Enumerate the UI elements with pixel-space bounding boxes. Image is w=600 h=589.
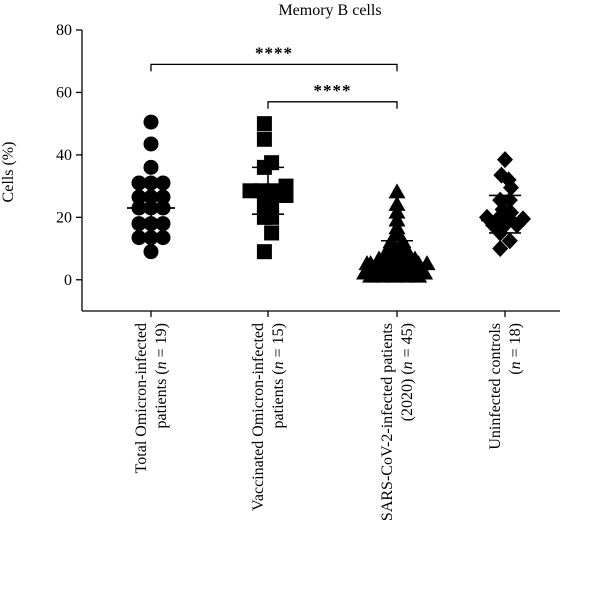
data-point-triangle xyxy=(388,195,406,211)
data-point-diamond xyxy=(503,179,519,197)
significance-label: **** xyxy=(255,43,293,62)
data-point-square xyxy=(256,131,272,147)
data-point-circle xyxy=(143,230,159,246)
x-category-n-value: = 18) xyxy=(507,323,524,361)
median-iqr-bars xyxy=(127,166,529,269)
data-point-circle xyxy=(131,175,147,191)
data-point-square xyxy=(278,187,294,203)
data-point-square xyxy=(264,209,280,225)
x-category-n-symbol: n xyxy=(507,361,524,369)
x-category-line2: patients (n = 15) xyxy=(270,323,287,428)
significance-label: **** xyxy=(314,81,352,100)
y-axis-label: Cells (%) xyxy=(0,142,17,203)
data-point-diamond xyxy=(501,232,518,250)
x-category-n-symbol: n xyxy=(153,361,170,369)
data-point-square xyxy=(256,116,272,132)
x-category-n-prefix: patients ( xyxy=(153,369,170,428)
data-point-triangle xyxy=(398,267,416,283)
x-category-line2: (n = 18) xyxy=(507,323,524,375)
x-category-n-prefix: patients ( xyxy=(270,369,287,428)
x-category-line1: Uninfected controls xyxy=(487,323,504,450)
x-category-line2: patients (n = 19) xyxy=(153,323,170,428)
y-tick-label: 80 xyxy=(56,22,72,39)
significance-bracket xyxy=(267,101,398,109)
significance-bracket xyxy=(150,63,398,72)
axes xyxy=(81,30,560,317)
y-tick-label: 0 xyxy=(64,272,72,289)
x-category-label: Uninfected controls (n = 18) xyxy=(487,323,524,450)
data-point-diamond xyxy=(492,240,509,258)
data-point-circle xyxy=(143,136,159,152)
x-category-label: Total Omicron-infected patients (n = 19) xyxy=(133,323,170,473)
data-point-triangle xyxy=(418,255,436,271)
x-category-n-symbol: n xyxy=(399,361,416,369)
data-point-circle xyxy=(143,114,159,130)
data-point-square xyxy=(264,225,280,241)
x-category-line1: SARS-CoV-2-infected patients xyxy=(379,323,396,521)
data-point-circle xyxy=(143,159,159,175)
data-point-triangle xyxy=(388,211,406,227)
data-point-circle xyxy=(131,230,147,246)
data-point-triangle xyxy=(388,183,406,199)
data-point-triangle xyxy=(374,267,392,283)
data-point-triangle xyxy=(388,261,406,277)
data-point-circle xyxy=(143,244,159,260)
y-tick-label: 40 xyxy=(56,147,72,164)
x-category-n-prefix: ( xyxy=(507,369,524,374)
significance-brackets: **** **** xyxy=(150,43,398,109)
x-category-n-value: = 45) xyxy=(399,323,416,361)
data-point-circle xyxy=(155,189,171,205)
data-points xyxy=(131,114,531,283)
data-point-diamond xyxy=(497,151,513,169)
data-point-circle xyxy=(131,189,147,205)
x-category-line2: (2020) (n = 45) xyxy=(399,323,416,421)
data-point-triangle xyxy=(358,255,376,271)
x-category-label: SARS-CoV-2-infected patients (2020) (n = … xyxy=(379,323,416,521)
y-ticks: 0 20 40 60 80 xyxy=(56,22,82,289)
data-point-triangle xyxy=(410,267,428,283)
data-point-circle xyxy=(155,230,171,246)
x-category-n-value: = 15) xyxy=(270,323,287,361)
data-point-square xyxy=(256,244,272,260)
data-point-circle xyxy=(155,175,171,191)
x-category-n-symbol: n xyxy=(270,361,287,369)
x-category-line1: Total Omicron-infected xyxy=(133,323,150,473)
x-category-label: Vaccinated Omicron-infected patients (n =… xyxy=(250,323,287,511)
y-tick-label: 60 xyxy=(56,84,72,101)
data-point-circle xyxy=(143,175,159,191)
x-category-n-value: = 19) xyxy=(153,323,170,361)
y-tick-label: 20 xyxy=(56,209,72,226)
data-point-triangle xyxy=(362,267,380,283)
x-category-labels: Total Omicron-infected patients (n = 19) V… xyxy=(133,323,524,521)
chart-title: Memory B cells xyxy=(278,2,381,19)
data-point-triangle xyxy=(388,203,406,219)
x-category-n-prefix: (2020) ( xyxy=(399,369,416,421)
x-category-line1: Vaccinated Omicron-infected xyxy=(250,323,267,511)
